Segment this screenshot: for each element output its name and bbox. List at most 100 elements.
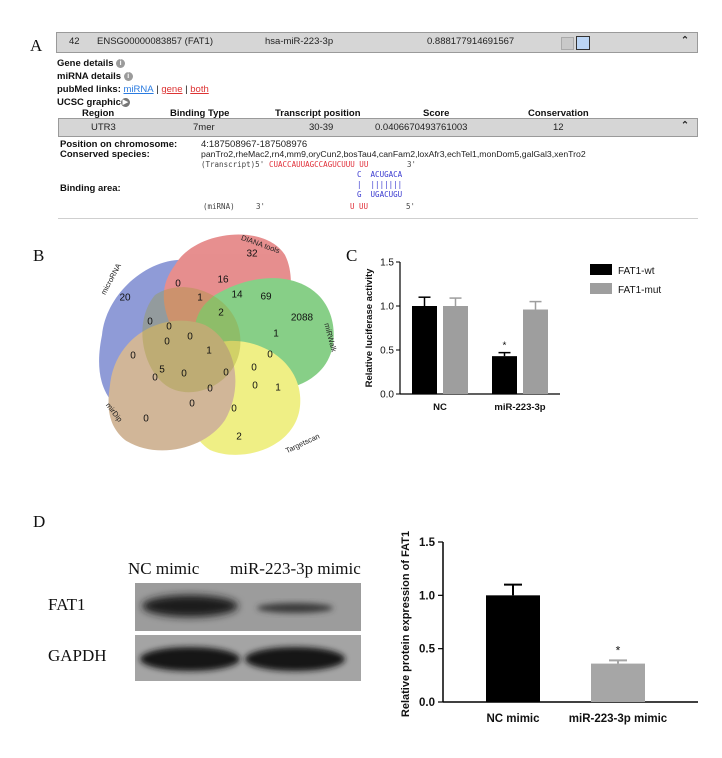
col-header-score: Score [423, 108, 450, 119]
luciferase-chart: 0.0 0.5 1.0 1.5 Relative luciferase activity… [364, 258, 661, 414]
venn-set-mirdip [108, 320, 236, 451]
row-mirna: hsa-miR-223-3p [265, 36, 334, 47]
y-tick-label: 0.0 [419, 697, 435, 709]
y-axis-title: Relative protein expression of FAT1 [400, 531, 412, 717]
venn-count: 1 [273, 328, 279, 340]
venn-set-olive-core [142, 287, 241, 393]
bar [443, 306, 468, 394]
venn-count: 0 [231, 403, 237, 415]
mirna-3prime: 3' [256, 202, 266, 211]
info-icon[interactable]: i [123, 72, 133, 81]
venn-count: 0 [181, 368, 187, 380]
col-header-binding-type: Binding Type [170, 108, 230, 119]
x-tick-label: miR-223-3p [494, 402, 545, 413]
band-fat1-mir [257, 603, 333, 613]
cell-region: UTR3 [91, 122, 116, 133]
x-tick-label: NC [433, 402, 447, 413]
gene-details-label[interactable]: Gene details i [57, 58, 126, 69]
collapse-chevron-icon[interactable]: ⌃ [681, 35, 689, 46]
checkbox-on[interactable] [576, 36, 590, 50]
pair-top: C ACUGACA [357, 170, 403, 179]
mirna-prefix: (miRNA) [203, 202, 235, 211]
y-axis-title: Relative luciferase activity [364, 268, 375, 388]
panel-letter-a: A [30, 36, 43, 55]
venn-count: 0 [147, 316, 153, 328]
pubmed-links: pubMed links: miRNA | gene | both [57, 84, 209, 95]
row-score: 0.888177914691567 [427, 36, 515, 47]
venn-count: 69 [260, 291, 272, 303]
binding-area-label: Binding area: [60, 183, 121, 194]
info-icon[interactable]: i [116, 59, 126, 68]
venn-count: 32 [246, 248, 258, 260]
band-gapdh-nc [140, 647, 240, 671]
col-header-region: Region [82, 108, 115, 119]
y-tick-label: 1.0 [419, 590, 435, 602]
western-blot-image [135, 583, 361, 681]
significance-mark: * [503, 341, 507, 352]
venn-count: 0 [189, 398, 195, 410]
divider [58, 218, 698, 219]
legend-label: FAT1-mut [618, 285, 661, 296]
venn-count: 20 [119, 292, 131, 304]
band-fat1-nc [142, 595, 238, 617]
transcript-prefix: (Transcript)5' [201, 160, 265, 169]
venn-count: 1 [206, 345, 212, 357]
cell-conservation: 12 [553, 122, 564, 133]
collapse-chevron-icon[interactable]: ⌃ [681, 120, 689, 131]
ucsc-text: UCSC graphic [57, 97, 121, 108]
pubmed-link-gene[interactable]: gene [161, 84, 183, 95]
legend-swatch [590, 264, 612, 275]
mirna-details-label[interactable]: miRNA details i [57, 71, 133, 82]
pubmed-link-mirna[interactable]: miRNA [123, 84, 154, 95]
venn-count: 0 [252, 380, 258, 392]
panel-letter-d: D [33, 512, 46, 531]
venn-diagram [99, 234, 334, 455]
pubmed-link-both[interactable]: both [190, 84, 209, 95]
venn-count: 0 [143, 413, 149, 425]
venn-count: 2 [218, 307, 224, 319]
blot-col-mir: miR-223-3p mimic [230, 559, 361, 578]
cell-binding-type: 7mer [193, 122, 215, 133]
blot-row-fat1: FAT1 [48, 595, 86, 614]
bar [591, 663, 645, 702]
panel-letter-b: B [33, 246, 45, 265]
venn-count: 0 [152, 372, 158, 384]
ucsc-graphic-label[interactable]: UCSC graphic ▶ [57, 97, 130, 108]
row-index: 42 [69, 36, 80, 47]
x-tick-label: NC mimic [486, 713, 540, 725]
venn-count: 1 [275, 382, 281, 394]
blot-row-gapdh: GAPDH [48, 646, 107, 665]
y-tick-label: 1.5 [380, 258, 394, 269]
y-tick-label: 1.5 [419, 537, 436, 549]
venn-count: 0 [175, 278, 181, 290]
venn-count: 16 [217, 274, 229, 286]
mirna-sequence: U UU [350, 202, 369, 211]
bar [412, 306, 437, 394]
conserved-value: panTro2,rheMac2,rn4,mm9,oryCun2,bosTau4,… [201, 149, 586, 159]
checkbox-off[interactable] [561, 37, 574, 50]
protein-expression-chart: 0.0 0.5 1.0 1.5 Relative protein expression … [400, 531, 698, 725]
venn-count: 0 [130, 350, 136, 362]
mirna-details-text: miRNA details [57, 71, 122, 82]
venn-count: 0 [164, 336, 170, 348]
blot-col-nc: NC mimic [128, 559, 200, 578]
y-tick-label: 0.5 [380, 346, 394, 357]
venn-count: 1 [197, 292, 203, 304]
pubmed-label: pubMed links: [57, 84, 121, 95]
col-header-transcript-position: Transcript position [275, 108, 361, 119]
transcript-sequence: CUACCAUUAGCCAGUCUUU UU [269, 160, 369, 169]
binding-row[interactable]: UTR3 7mer 30-39 0.0406670493761003 12 ⌃ [58, 118, 698, 137]
arrow-right-icon[interactable]: ▶ [120, 98, 130, 107]
position-label: Position on chromosome: [60, 139, 178, 150]
bar [492, 356, 517, 394]
venn-count: 0 [223, 367, 229, 379]
cell-score: 0.0406670493761003 [375, 122, 468, 133]
significance-mark: * [616, 643, 621, 657]
transcript-end: 3' [407, 160, 417, 169]
position-value: 4:187508967-187508976 [201, 139, 308, 150]
y-tick-label: 0.5 [419, 644, 436, 656]
legend-swatch [590, 283, 612, 294]
result-row[interactable]: 42 ENSG00000083857 (FAT1) hsa-miR-223-3p… [56, 32, 698, 53]
venn-count: 0 [166, 321, 172, 333]
venn-count: 2 [236, 431, 242, 443]
